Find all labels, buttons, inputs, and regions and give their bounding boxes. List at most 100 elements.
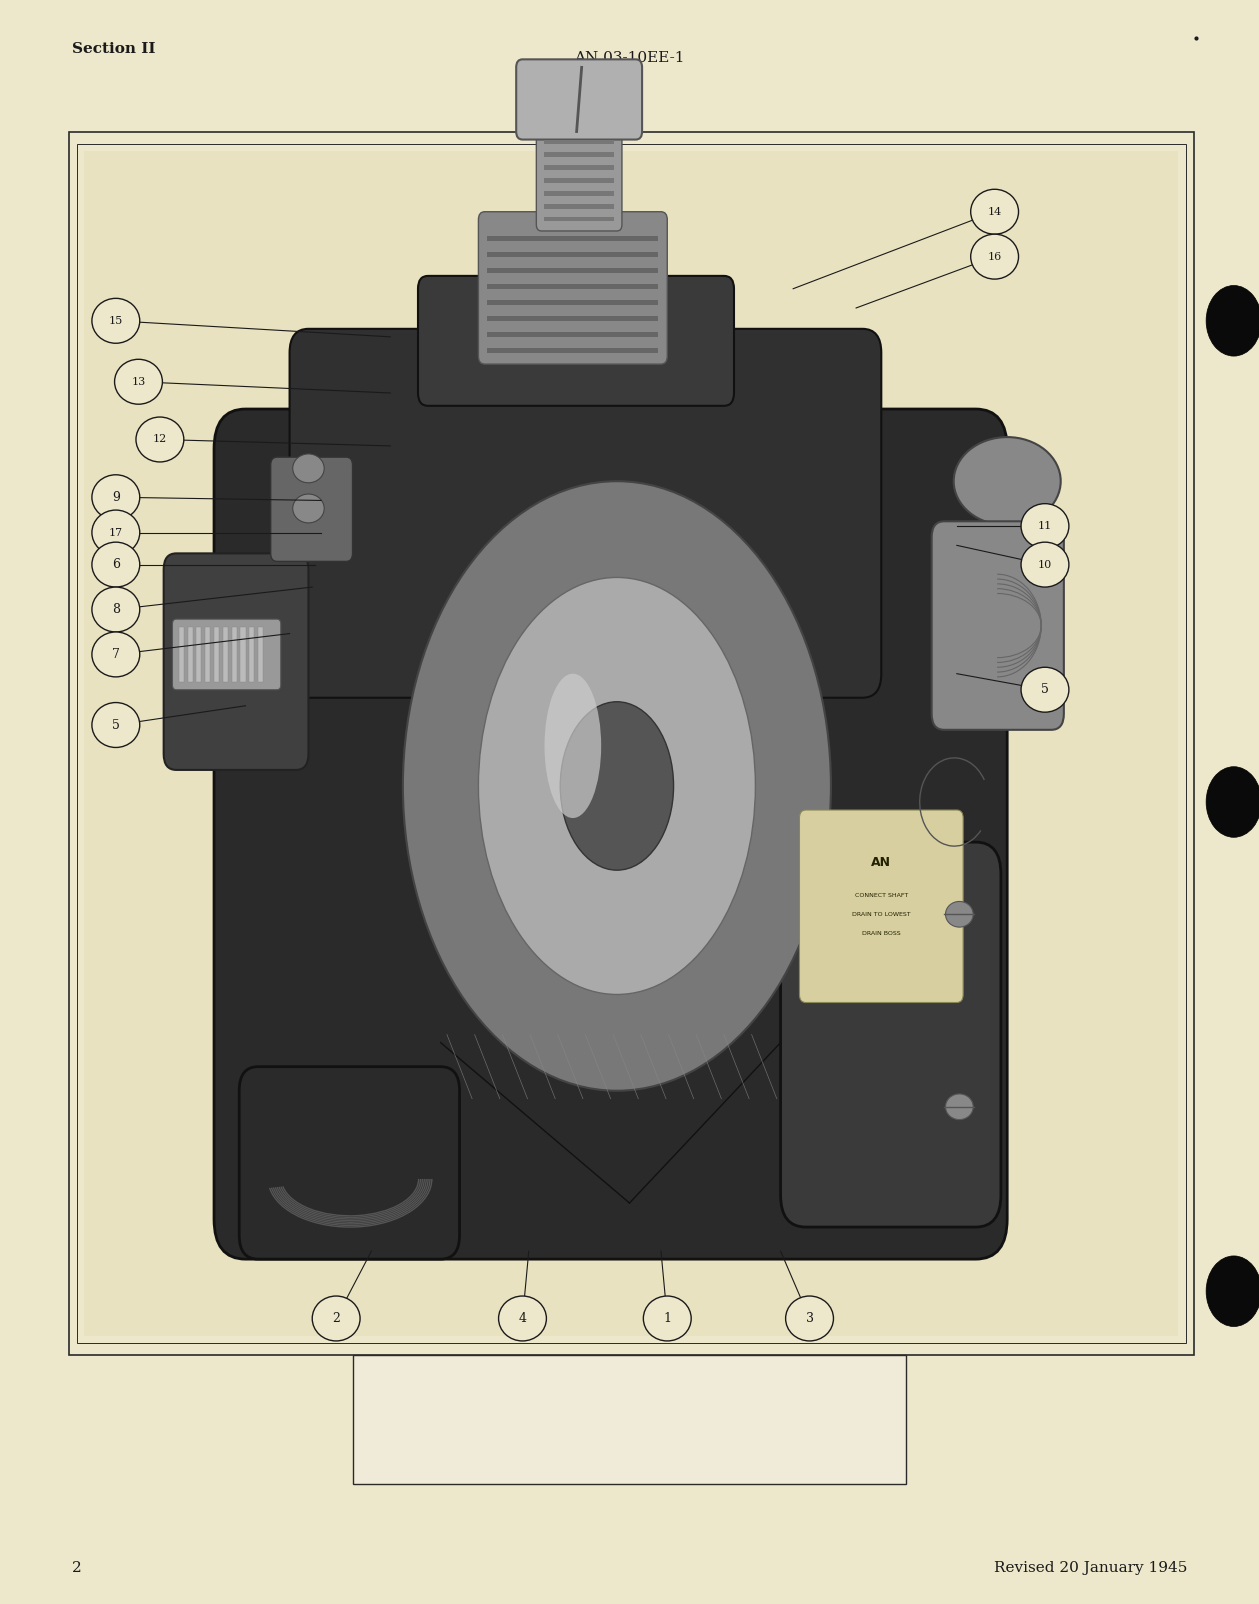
Bar — [487, 316, 658, 321]
Text: G-9 and AN4101 Fuel Pump: G-9 and AN4101 Fuel Pump — [511, 1445, 748, 1461]
Bar — [544, 191, 614, 196]
Bar — [487, 268, 658, 273]
FancyBboxPatch shape — [172, 619, 281, 690]
Bar — [249, 627, 254, 682]
Text: 7: 7 — [112, 648, 120, 661]
Ellipse shape — [499, 1296, 546, 1341]
Text: 16: 16 — [987, 252, 1002, 261]
Text: 5: 5 — [1041, 683, 1049, 696]
Ellipse shape — [312, 1296, 360, 1341]
Text: 14: 14 — [987, 207, 1002, 217]
Text: DRAIN TO LOWEST: DRAIN TO LOWEST — [852, 911, 910, 917]
FancyBboxPatch shape — [214, 409, 1007, 1259]
FancyBboxPatch shape — [478, 212, 667, 364]
Ellipse shape — [954, 438, 1060, 526]
Text: Section II: Section II — [72, 42, 155, 56]
Text: 4: 4 — [519, 1312, 526, 1325]
Ellipse shape — [971, 189, 1019, 234]
Circle shape — [1206, 286, 1259, 356]
Ellipse shape — [1021, 667, 1069, 712]
Ellipse shape — [292, 494, 325, 523]
FancyBboxPatch shape — [290, 329, 881, 698]
Ellipse shape — [136, 417, 184, 462]
Bar — [487, 332, 658, 337]
FancyBboxPatch shape — [932, 521, 1064, 730]
Bar — [214, 627, 219, 682]
Ellipse shape — [292, 454, 325, 483]
Text: Figure 4: Figure 4 — [593, 1383, 666, 1400]
Bar — [232, 627, 237, 682]
Ellipse shape — [786, 1296, 833, 1341]
FancyBboxPatch shape — [536, 114, 622, 231]
Text: 12: 12 — [152, 435, 167, 444]
Circle shape — [1206, 1256, 1259, 1327]
Bar — [196, 627, 201, 682]
Bar — [544, 178, 614, 183]
Bar — [487, 300, 658, 305]
FancyBboxPatch shape — [271, 457, 353, 561]
Ellipse shape — [946, 1094, 973, 1120]
Text: DRAIN BOSS: DRAIN BOSS — [862, 930, 900, 937]
Text: 15: 15 — [108, 316, 123, 326]
Text: 1: 1 — [663, 1312, 671, 1325]
Ellipse shape — [1021, 504, 1069, 549]
Ellipse shape — [544, 674, 602, 818]
Ellipse shape — [946, 901, 973, 927]
Bar — [544, 217, 614, 221]
Text: AN 03-10EE-1: AN 03-10EE-1 — [574, 51, 685, 66]
FancyBboxPatch shape — [799, 810, 963, 1002]
Ellipse shape — [971, 234, 1019, 279]
Bar — [487, 348, 658, 353]
Ellipse shape — [92, 587, 140, 632]
Bar — [258, 627, 263, 682]
Text: 2: 2 — [72, 1561, 82, 1575]
Bar — [544, 152, 614, 157]
Ellipse shape — [92, 703, 140, 747]
Ellipse shape — [92, 298, 140, 343]
Ellipse shape — [92, 510, 140, 555]
Bar — [353, 1355, 906, 1484]
Text: CONNECT SHAFT: CONNECT SHAFT — [855, 892, 908, 898]
Ellipse shape — [478, 577, 755, 994]
Text: 5: 5 — [112, 719, 120, 731]
Text: 3: 3 — [806, 1312, 813, 1325]
FancyBboxPatch shape — [516, 59, 642, 140]
Bar — [487, 284, 658, 289]
Bar — [240, 627, 246, 682]
Text: 6: 6 — [112, 558, 120, 571]
Ellipse shape — [1021, 542, 1069, 587]
Bar — [205, 627, 210, 682]
Text: 8: 8 — [112, 603, 120, 616]
Ellipse shape — [115, 359, 162, 404]
Text: 11: 11 — [1037, 521, 1053, 531]
Bar — [544, 204, 614, 209]
FancyBboxPatch shape — [781, 842, 1001, 1227]
Bar — [544, 165, 614, 170]
Text: 2: 2 — [332, 1312, 340, 1325]
Ellipse shape — [92, 475, 140, 520]
Ellipse shape — [643, 1296, 691, 1341]
Bar — [487, 236, 658, 241]
Bar — [84, 151, 1178, 1336]
FancyBboxPatch shape — [164, 553, 308, 770]
Text: 17: 17 — [108, 528, 123, 537]
Circle shape — [1206, 767, 1259, 837]
Ellipse shape — [560, 703, 674, 869]
FancyBboxPatch shape — [418, 276, 734, 406]
Text: AN: AN — [871, 857, 891, 869]
Bar — [188, 627, 193, 682]
Ellipse shape — [92, 632, 140, 677]
Bar — [69, 132, 1194, 1355]
Bar — [223, 627, 228, 682]
Bar — [487, 252, 658, 257]
Text: Revised 20 January 1945: Revised 20 January 1945 — [993, 1561, 1187, 1575]
Bar — [179, 627, 184, 682]
Ellipse shape — [92, 542, 140, 587]
FancyBboxPatch shape — [239, 1067, 460, 1259]
Text: 9: 9 — [112, 491, 120, 504]
Text: Cutaway View Type: Cutaway View Type — [546, 1413, 713, 1431]
Bar — [544, 140, 614, 144]
Ellipse shape — [403, 481, 831, 1091]
Text: 13: 13 — [131, 377, 146, 387]
Text: 10: 10 — [1037, 560, 1053, 569]
